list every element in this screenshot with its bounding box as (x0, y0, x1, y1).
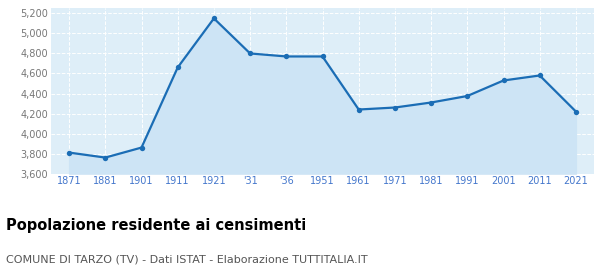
Point (209, 16, 219, 21)
Point (281, 54, 291, 59)
Point (64, 150, 74, 155)
Point (427, 100, 436, 105)
Point (318, 54, 328, 59)
Point (463, 94, 472, 98)
Point (571, 109, 581, 114)
Point (101, 155, 110, 160)
Text: COMUNE DI TARZO (TV) - Dati ISTAT - Elaborazione TUTTITALIA.IT: COMUNE DI TARZO (TV) - Dati ISTAT - Elab… (6, 255, 368, 265)
Point (245, 51, 255, 56)
Text: Popolazione residente ai censimenti: Popolazione residente ai censimenti (6, 218, 306, 234)
Point (499, 78, 508, 83)
Point (535, 73, 545, 78)
Point (137, 145, 146, 150)
Point (390, 105, 400, 110)
Point (173, 65, 182, 70)
Point (354, 107, 364, 112)
